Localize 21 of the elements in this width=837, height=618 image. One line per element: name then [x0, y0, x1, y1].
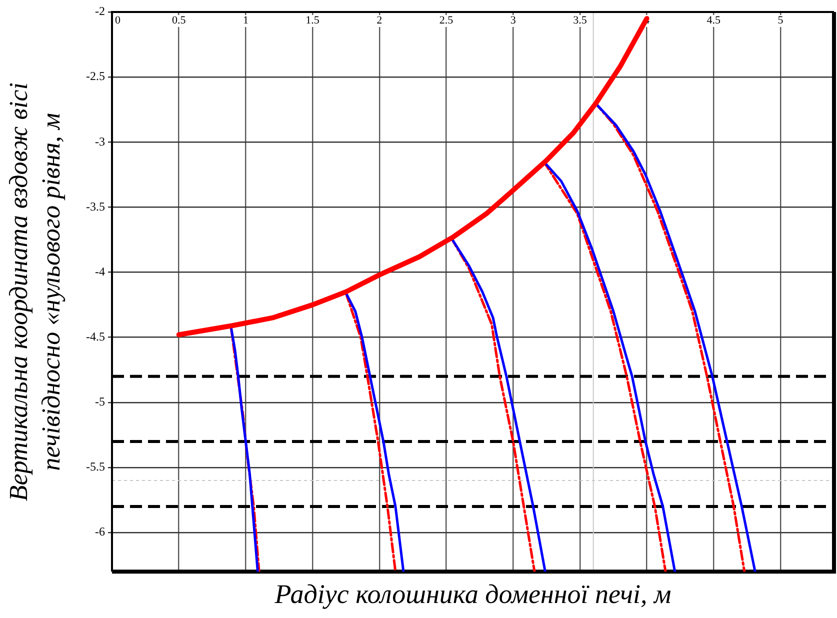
y-tick-label: -2 [94, 4, 105, 18]
y-tick-label: -3 [94, 134, 105, 148]
x-tick-label: 4.5 [706, 14, 722, 26]
x-tick-label: 1.5 [306, 14, 320, 26]
x-tick-label: 1 [242, 14, 248, 26]
x-axis-title: Радіус колошника доменної печі, м [274, 578, 672, 609]
x-tick-label: 2.5 [439, 14, 454, 26]
x-tick-label: 3 [510, 14, 516, 26]
y-tick-label: -6 [94, 524, 105, 539]
y-axis-title: Вертикальна координата вздовж вісі печівідносно «нульового рівня, м [4, 82, 66, 502]
y-tick-label: -5 [94, 394, 105, 409]
y-tick-label: -2.5 [86, 69, 105, 84]
x-tick-label: 0 [114, 14, 121, 26]
x-tick-label: 2 [376, 14, 382, 26]
y-tick-label: -4 [94, 264, 105, 278]
y-tick-label: -4.5 [86, 330, 105, 344]
y-tick-label: -3.5 [86, 199, 105, 214]
y-tick-label: -5.5 [86, 460, 105, 474]
x-tick-label: 5 [778, 14, 784, 26]
x-tick-label: 0.5 [172, 14, 186, 26]
x-tick-label: 3.5 [573, 14, 588, 26]
